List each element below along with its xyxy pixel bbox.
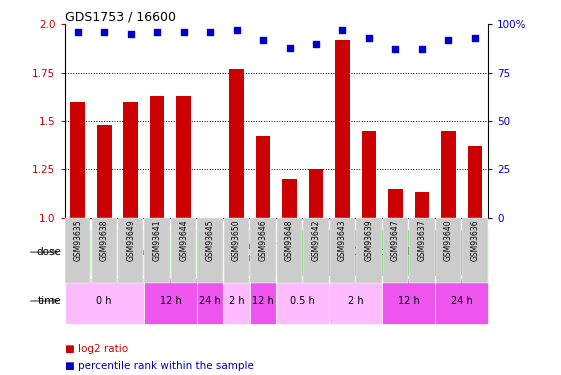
Text: 24 h: 24 h (450, 296, 472, 306)
Bar (441, 130, 456, 218)
Point (391, 46, 400, 53)
Text: control: control (127, 247, 161, 257)
Text: ■ log2 ratio: ■ log2 ratio (65, 344, 128, 354)
Point (338, 27, 347, 33)
Bar (309, 169, 323, 217)
Point (126, 31, 135, 37)
Text: GSM93639: GSM93639 (365, 219, 374, 261)
Bar (388, 189, 403, 218)
Point (232, 27, 241, 33)
Text: 2 h: 2 h (348, 296, 364, 306)
Point (179, 29, 188, 35)
Text: GSM93641: GSM93641 (153, 219, 162, 261)
Text: GSM93645: GSM93645 (206, 219, 215, 261)
Bar (415, 192, 429, 217)
Point (444, 37, 453, 43)
Text: 0.5 h: 0.5 h (291, 296, 315, 306)
Text: GSM93638: GSM93638 (100, 219, 109, 261)
Point (73, 29, 82, 35)
Point (285, 45, 294, 51)
Bar (229, 69, 244, 218)
Text: 12 h: 12 h (159, 296, 181, 306)
Text: dose: dose (37, 247, 62, 257)
Text: GSM93647: GSM93647 (391, 219, 400, 261)
Text: GSM93644: GSM93644 (179, 219, 188, 261)
Text: 100 ng per
ml: 100 ng per ml (223, 242, 277, 263)
Text: GSM93650: GSM93650 (232, 219, 241, 261)
Bar (176, 96, 191, 218)
Text: 12 h: 12 h (398, 296, 420, 306)
Bar (123, 102, 138, 217)
Text: GSM93646: GSM93646 (259, 219, 268, 261)
Text: GSM93635: GSM93635 (73, 219, 82, 261)
Text: GSM93640: GSM93640 (444, 219, 453, 261)
Text: GSM93636: GSM93636 (470, 219, 479, 261)
Point (259, 37, 268, 43)
Bar (282, 179, 297, 218)
Text: GSM93649: GSM93649 (126, 219, 135, 261)
Text: GDS1753 / 16600: GDS1753 / 16600 (65, 10, 176, 23)
Text: GSM93648: GSM93648 (285, 219, 294, 261)
Bar (362, 130, 376, 218)
Point (417, 46, 426, 53)
Point (153, 29, 162, 35)
Text: GSM93642: GSM93642 (311, 219, 320, 261)
Point (470, 35, 479, 41)
Point (365, 35, 374, 41)
Text: GSM93643: GSM93643 (338, 219, 347, 261)
Text: 12 h: 12 h (252, 296, 274, 306)
Text: time: time (38, 296, 62, 306)
Text: 0 h: 0 h (96, 296, 112, 306)
Text: GSM93637: GSM93637 (417, 219, 426, 261)
Bar (467, 146, 482, 218)
Bar (71, 102, 85, 217)
Point (311, 41, 320, 47)
Bar (256, 136, 270, 218)
Bar (335, 40, 350, 218)
Text: ■ percentile rank within the sample: ■ percentile rank within the sample (65, 361, 254, 370)
Text: 1 ug per ml: 1 ug per ml (354, 247, 410, 257)
Point (100, 29, 109, 35)
Point (206, 29, 215, 35)
Bar (150, 96, 164, 218)
Text: 2 h: 2 h (229, 296, 245, 306)
Text: 24 h: 24 h (199, 296, 221, 306)
Bar (97, 125, 112, 217)
